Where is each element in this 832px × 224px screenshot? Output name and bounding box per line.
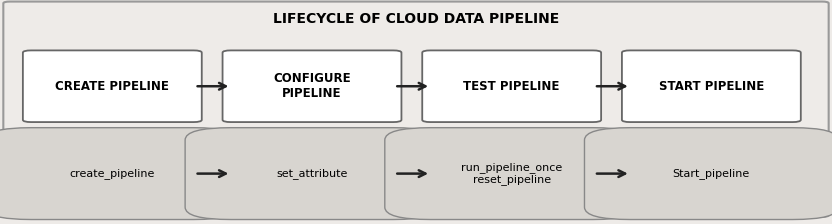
FancyBboxPatch shape <box>185 128 439 220</box>
Text: create_pipeline: create_pipeline <box>70 168 155 179</box>
Text: set_attribute: set_attribute <box>276 168 348 179</box>
Text: run_pipeline_once
reset_pipeline: run_pipeline_once reset_pipeline <box>461 162 562 185</box>
Text: START PIPELINE: START PIPELINE <box>659 80 764 93</box>
Text: LIFECYCLE OF CLOUD DATA PIPELINE: LIFECYCLE OF CLOUD DATA PIPELINE <box>273 12 559 26</box>
FancyBboxPatch shape <box>23 50 201 122</box>
FancyBboxPatch shape <box>584 128 832 220</box>
FancyBboxPatch shape <box>0 128 240 220</box>
FancyBboxPatch shape <box>384 128 639 220</box>
Text: Start_pipeline: Start_pipeline <box>673 168 750 179</box>
Text: CONFIGURE
PIPELINE: CONFIGURE PIPELINE <box>273 72 351 100</box>
FancyBboxPatch shape <box>222 50 401 122</box>
Text: TEST PIPELINE: TEST PIPELINE <box>463 80 560 93</box>
FancyBboxPatch shape <box>3 2 829 217</box>
Text: CREATE PIPELINE: CREATE PIPELINE <box>56 80 169 93</box>
FancyBboxPatch shape <box>622 50 800 122</box>
FancyBboxPatch shape <box>422 50 601 122</box>
